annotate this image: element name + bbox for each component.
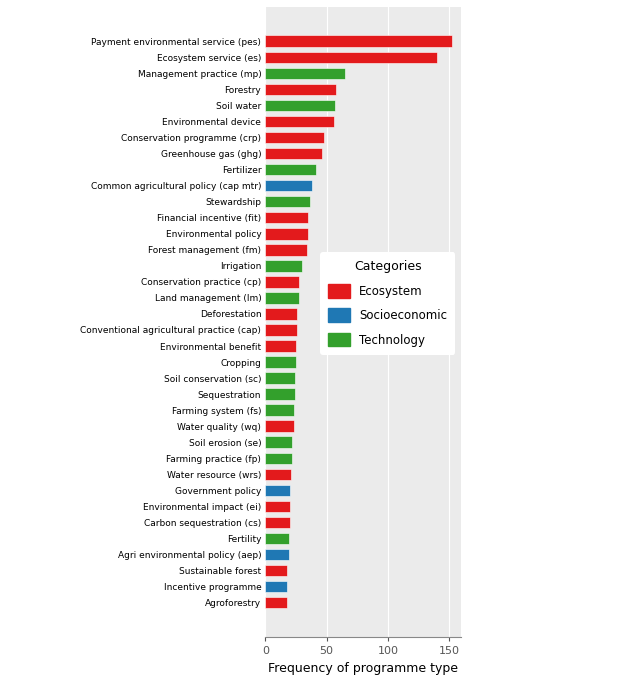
Bar: [265, 356, 296, 368]
Bar: [265, 308, 297, 320]
Bar: [265, 564, 288, 576]
Bar: [265, 421, 294, 432]
Bar: [265, 484, 290, 496]
Bar: [265, 533, 289, 545]
Bar: [265, 68, 345, 79]
Bar: [265, 244, 307, 256]
Bar: [265, 99, 335, 111]
Bar: [265, 469, 291, 480]
Bar: [265, 373, 295, 384]
Bar: [265, 51, 437, 63]
Bar: [265, 148, 322, 160]
Bar: [265, 36, 451, 47]
Bar: [265, 324, 297, 336]
Bar: [265, 516, 290, 528]
Bar: [265, 597, 288, 608]
Bar: [265, 581, 288, 593]
Bar: [265, 196, 310, 208]
Bar: [265, 212, 308, 223]
Bar: [265, 292, 298, 303]
Bar: [265, 549, 289, 560]
Bar: [265, 501, 290, 512]
Bar: [265, 180, 312, 191]
Legend: Ecosystem, Socioeconomic, Technology: Ecosystem, Socioeconomic, Technology: [320, 252, 456, 355]
Bar: [265, 453, 293, 464]
Bar: [265, 404, 294, 416]
Bar: [265, 84, 336, 95]
Bar: [265, 116, 334, 127]
Bar: [265, 132, 324, 143]
Bar: [265, 260, 302, 271]
Bar: [265, 340, 296, 352]
Bar: [265, 436, 293, 448]
Bar: [265, 164, 315, 175]
Bar: [265, 388, 295, 400]
Bar: [265, 276, 298, 288]
Bar: [265, 228, 308, 240]
X-axis label: Frequency of programme type: Frequency of programme type: [269, 662, 458, 675]
